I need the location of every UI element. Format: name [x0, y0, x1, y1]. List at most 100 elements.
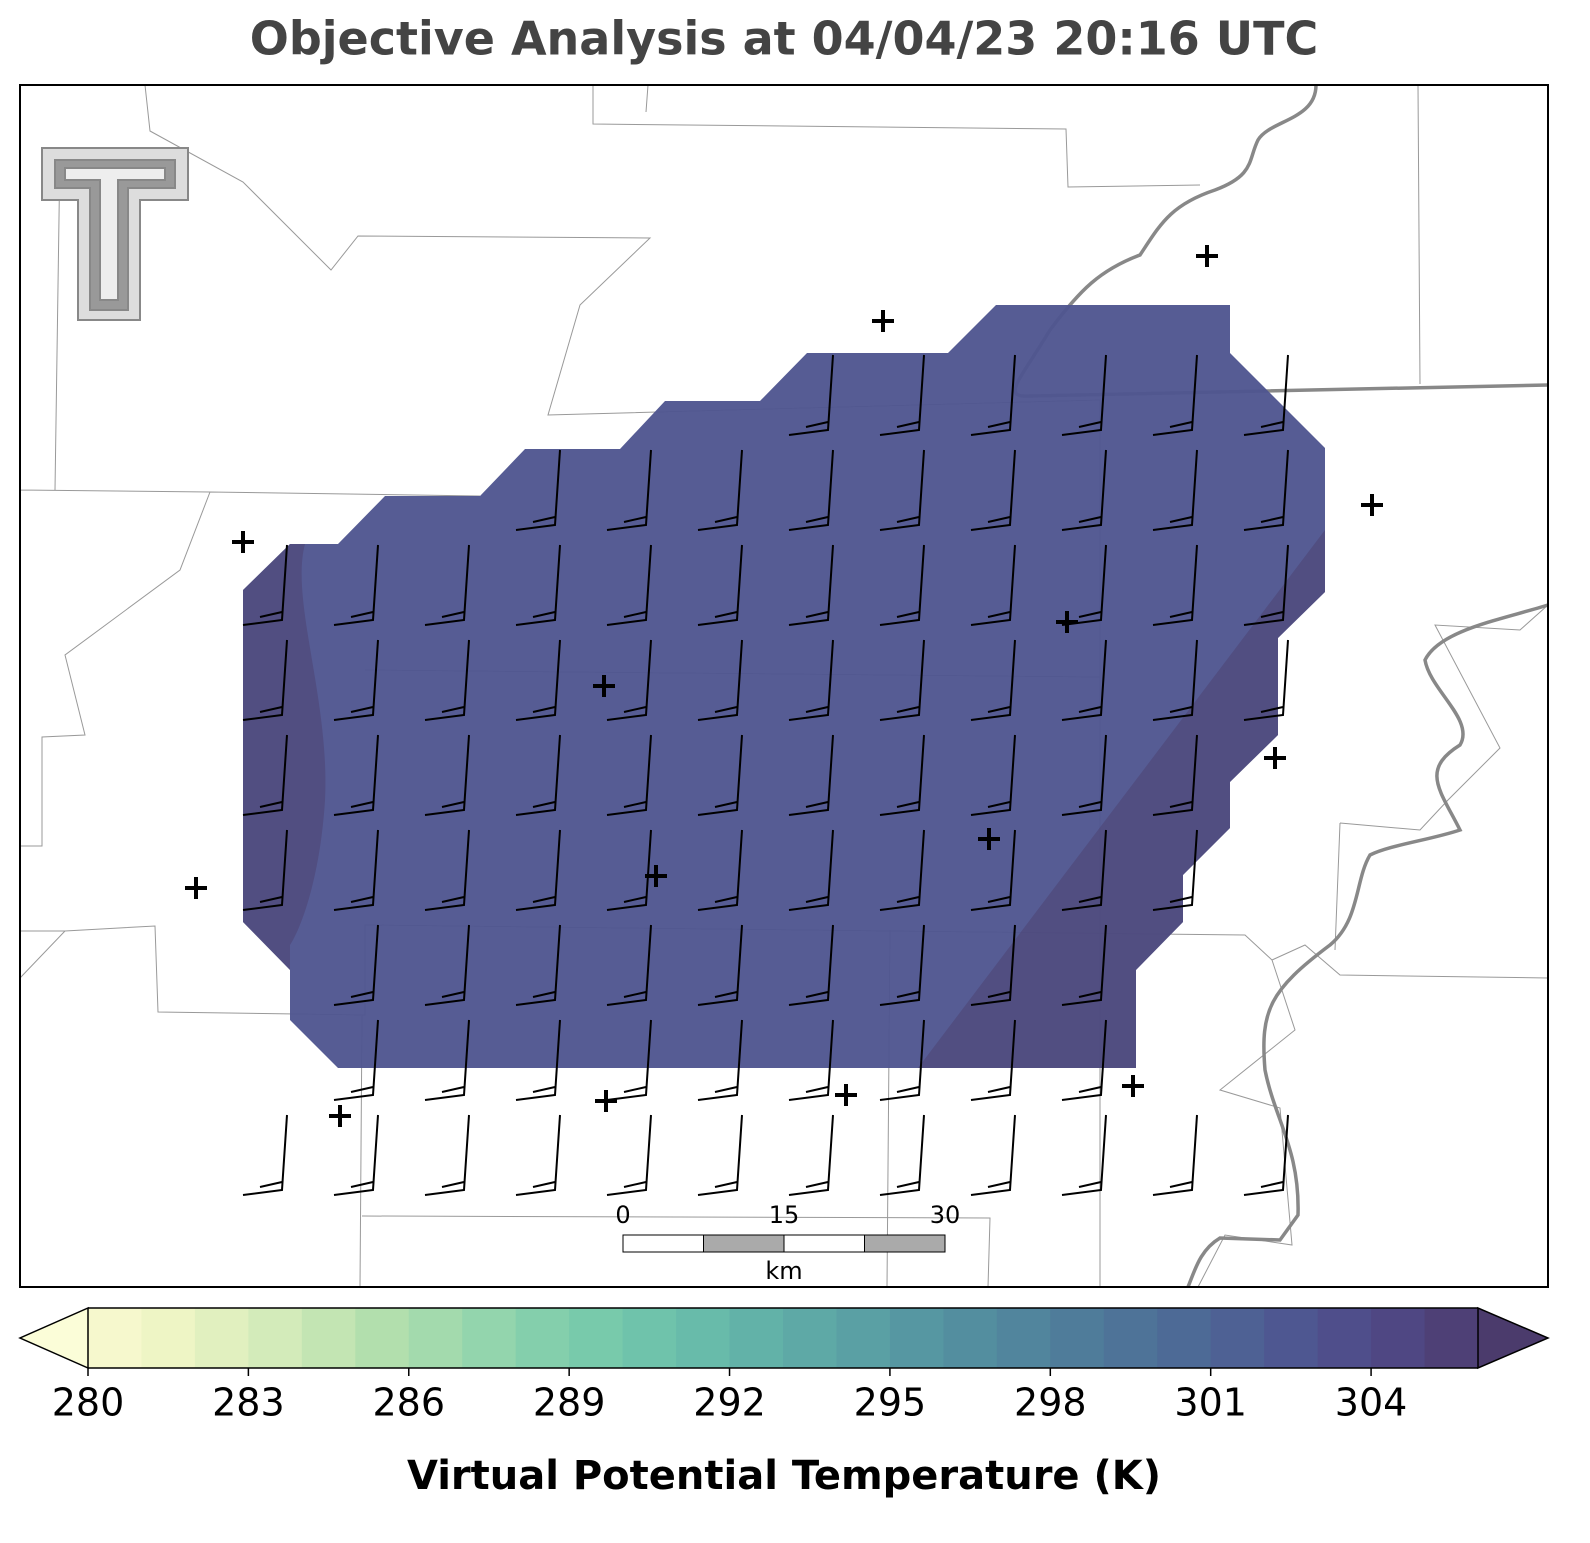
wind-barb [424, 734, 470, 816]
wind-barb [697, 544, 743, 626]
wind-barb [515, 734, 561, 816]
colorbar-cell [88, 1308, 142, 1368]
station [1196, 245, 1218, 267]
scale-label: 15 [769, 1201, 800, 1229]
colorbar-cell [1210, 1308, 1265, 1368]
wind-barb [1061, 449, 1107, 531]
colorbar-cell [194, 1308, 249, 1368]
wind-barb [1061, 1019, 1107, 1101]
wind-barb [333, 1114, 379, 1196]
wind-barb [879, 639, 925, 721]
colorbar-cell [1157, 1308, 1212, 1368]
colorbar-cell [1264, 1308, 1319, 1368]
wind-barb [1243, 1114, 1289, 1196]
wind-barb [333, 1019, 379, 1101]
wind-barb [606, 734, 652, 816]
colorbar-tick-label: 286 [373, 1381, 446, 1425]
wind-barb [242, 1114, 288, 1196]
wind-barb [1243, 639, 1289, 721]
scale-label: 0 [615, 1201, 630, 1229]
wind-barb [879, 924, 925, 1006]
station [872, 310, 894, 332]
station [329, 1105, 351, 1127]
colorbar-cell [836, 1308, 891, 1368]
dryline [243, 530, 1325, 1068]
wind-barb [788, 924, 834, 1006]
wind-barb [242, 639, 288, 721]
wind-barb [242, 544, 288, 626]
wind-barb [1152, 1114, 1198, 1196]
station [1056, 611, 1078, 633]
wind-barb [515, 829, 561, 911]
wind-barb [1061, 734, 1107, 816]
colorbar-cell [301, 1308, 356, 1368]
scale-bar: 0 15 30 km [615, 1201, 960, 1285]
scale-label: 30 [930, 1201, 961, 1229]
wind-barb [788, 1114, 834, 1196]
wind-barb [1061, 354, 1107, 436]
wind-barb [424, 544, 470, 626]
wind-barb [1152, 639, 1198, 721]
station [185, 877, 207, 899]
wind-barb [788, 734, 834, 816]
wind-barb [697, 924, 743, 1006]
wind-barb [515, 449, 561, 531]
wind-barb [424, 1114, 470, 1196]
colorbar-cell [622, 1308, 677, 1368]
wind-barb [970, 354, 1016, 436]
colorbar-tick-label: 295 [854, 1381, 927, 1425]
wind-barb [970, 829, 1016, 911]
wind-barb [1061, 829, 1107, 911]
wind-barb [788, 544, 834, 626]
colorbar-cell [783, 1308, 837, 1368]
wind-barb [333, 829, 379, 911]
wind-barb [788, 354, 834, 436]
station [978, 828, 1000, 850]
wind-barb [1243, 354, 1289, 436]
chart-title: Objective Analysis at 04/04/23 20:16 UTC [250, 12, 1319, 66]
station [835, 1084, 857, 1106]
colorbar-cell [889, 1308, 944, 1368]
colorbar-tick-label: 292 [693, 1381, 766, 1425]
station [1122, 1075, 1144, 1097]
scale-segment [622, 1234, 704, 1253]
colorbar-cell [996, 1308, 1051, 1368]
wind-barb [333, 924, 379, 1006]
wind-barb [606, 1019, 652, 1101]
colorbar-extend-high [1477, 1306, 1550, 1370]
wind-barb [970, 734, 1016, 816]
wind-barb [970, 544, 1016, 626]
wind-barb [697, 1019, 743, 1101]
wind-barb [424, 924, 470, 1006]
wind-barb [1061, 1114, 1107, 1196]
colorbar-tick-label: 283 [212, 1381, 285, 1425]
station [232, 531, 254, 553]
colorbar-cell [515, 1308, 570, 1368]
wind-barb [879, 354, 925, 436]
scale-segment [703, 1234, 785, 1253]
station [593, 675, 615, 697]
wind-barb [515, 1019, 561, 1101]
logo [41, 147, 189, 321]
wind-barb [606, 924, 652, 1006]
wind-barb [879, 1114, 925, 1196]
colorbar-tick-label: 289 [533, 1381, 606, 1425]
colorbar-cell [248, 1308, 303, 1368]
wind-barb [333, 544, 379, 626]
colorbar-cell [1103, 1308, 1158, 1368]
station [595, 1090, 617, 1112]
wind-barb [333, 734, 379, 816]
wind-barb [970, 1019, 1016, 1101]
wind-barb [424, 639, 470, 721]
wind-barb [1152, 354, 1198, 436]
wind-barb [1152, 449, 1198, 531]
colorbar-cell [355, 1308, 410, 1368]
wind-barb [606, 449, 652, 531]
wind-barb [606, 1114, 652, 1196]
wind-barb [970, 639, 1016, 721]
colorbar-outline [88, 1307, 1478, 1369]
wind-barb [1061, 924, 1107, 1006]
wind-barb [697, 639, 743, 721]
wind-barb [606, 829, 652, 911]
